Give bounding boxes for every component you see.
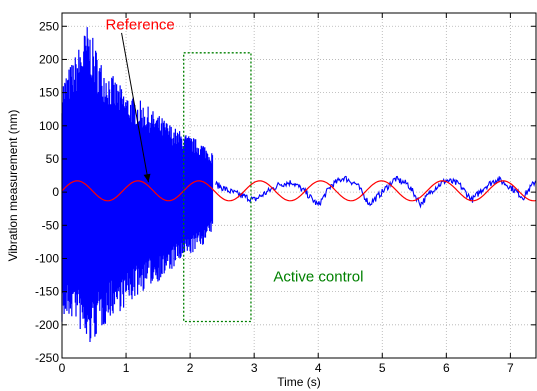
x-tick-label: 3 — [251, 361, 258, 375]
y-tick-label: -100 — [35, 251, 59, 265]
plot-area — [61, 27, 537, 342]
reference-line — [61, 180, 537, 202]
axes: 0 1 2 3 4 5 6 7 -250 -200 -150 -100 -50 0 50 100 150 200 2… — [35, 12, 537, 375]
y-tick-label: -150 — [35, 285, 59, 299]
x-tick-label: 2 — [187, 361, 194, 375]
y-tick-label: -200 — [35, 318, 59, 332]
reference-arrow — [121, 32, 149, 183]
reference-arrow-head — [143, 173, 151, 183]
measurement-line — [215, 175, 537, 209]
x-axis-label: Time (s) — [277, 375, 321, 389]
y-tick-label: 150 — [39, 86, 59, 100]
x-tick-label: 0 — [59, 361, 66, 375]
y-axis-label: Vibration measurement (nm) — [6, 110, 20, 262]
y-tick-label: 250 — [39, 19, 59, 33]
y-tick-label: 0 — [52, 185, 59, 199]
x-tick-label: 6 — [443, 361, 450, 375]
active-control-box — [183, 52, 252, 323]
x-tick-label: 4 — [315, 361, 322, 375]
annotations: Reference Active control — [106, 17, 363, 323]
y-tick-label: 50 — [46, 152, 60, 166]
y-tick-label: -50 — [42, 218, 60, 232]
x-tick-label: 1 — [123, 361, 130, 375]
axes-frame — [61, 12, 537, 359]
y-tick-label: 100 — [39, 119, 59, 133]
y-tick-label: -250 — [35, 351, 59, 365]
x-tick-label: 5 — [379, 361, 386, 375]
annotation-active-control: Active control — [273, 269, 363, 286]
annotation-reference: Reference — [106, 17, 175, 34]
y-tick-label: 200 — [39, 52, 59, 66]
x-tick-label: 7 — [507, 361, 514, 375]
